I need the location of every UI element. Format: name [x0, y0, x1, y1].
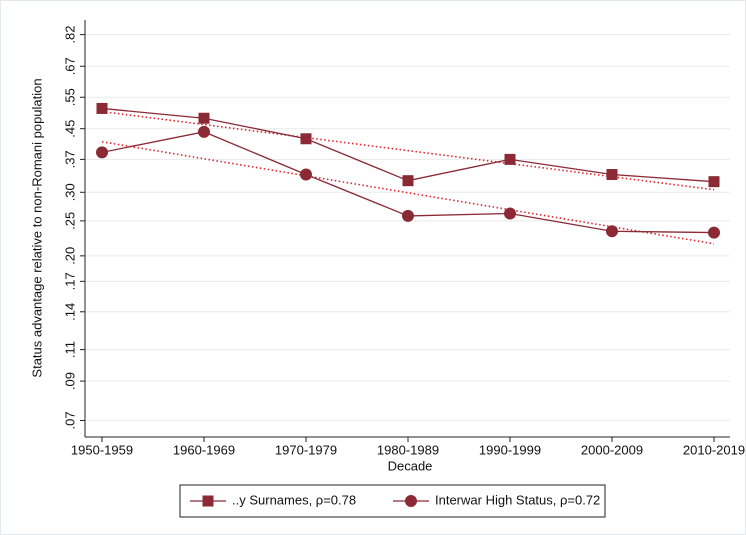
y-tick-label: .37 — [62, 150, 77, 168]
legend-label: ..y Surnames, ρ=0.78 — [232, 492, 356, 507]
x-tick-label: 2010-2019 — [683, 442, 745, 457]
y-tick-label: .14 — [62, 303, 77, 321]
y-tick-label: .09 — [62, 372, 77, 390]
y-tick-label: .11 — [62, 341, 77, 358]
data-point — [402, 175, 414, 187]
data-point — [300, 168, 312, 181]
data-point — [96, 146, 108, 159]
x-tick-label: 1950-1959 — [71, 442, 133, 457]
data-point — [504, 153, 516, 165]
data-point — [606, 169, 618, 181]
data-point — [96, 102, 108, 114]
data-point — [300, 133, 312, 145]
legend-marker — [405, 495, 417, 507]
data-point — [402, 209, 414, 222]
legend: ..y Surnames, ρ=0.78 Interwar High Status… — [179, 484, 606, 518]
y-tick-label: .82 — [62, 26, 77, 44]
y-tick-label: .20 — [62, 247, 77, 265]
data-point — [198, 125, 210, 138]
y-tick-label: .25 — [62, 212, 77, 230]
y-tick-label: .45 — [62, 120, 77, 138]
x-tick-label: 2000-2009 — [581, 442, 643, 457]
x-axis-label: Decade — [388, 458, 433, 473]
y-tick-label: .07 — [62, 411, 77, 429]
x-tick-label: 1970-1979 — [275, 442, 337, 457]
data-point — [708, 226, 720, 239]
data-point — [708, 176, 720, 188]
fit-line — [101, 110, 715, 191]
x-tick-label: 1980-1989 — [377, 442, 439, 457]
data-point — [198, 112, 210, 124]
y-tick-label: .55 — [62, 88, 77, 106]
y-tick-label: .30 — [62, 183, 77, 201]
x-tick-label: 1990-1999 — [479, 442, 541, 457]
data-point — [504, 207, 516, 220]
y-tick-label: .67 — [62, 57, 77, 75]
legend-label: Interwar High Status, ρ=0.72 — [435, 492, 600, 507]
legend-marker — [202, 495, 214, 507]
legend-box — [179, 484, 606, 518]
x-tick-label: 1960-1969 — [173, 442, 235, 457]
y-axis-label: Status advantage relative to non-Romani … — [29, 78, 44, 377]
data-point — [606, 225, 618, 238]
y-tick-label: .17 — [62, 272, 77, 290]
